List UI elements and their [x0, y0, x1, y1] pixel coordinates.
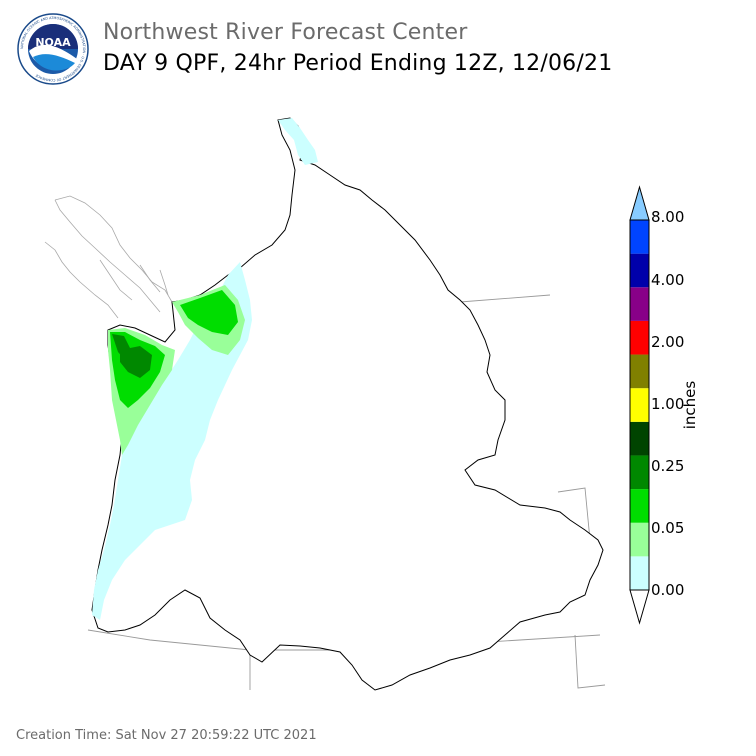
colorbar-cell: [630, 455, 649, 490]
colorbar-cell: [630, 220, 649, 254]
map-title: Northwest River Forecast Center: [103, 20, 468, 45]
colorbar-cell: [630, 489, 649, 523]
colorbar-units-label: inches: [681, 380, 699, 430]
logo-noaa-text: NOAA: [35, 36, 71, 49]
colorbar-cell: [630, 320, 649, 355]
colorbar-cell: [630, 421, 649, 456]
colorbar-tick-0: 0.00: [651, 581, 685, 599]
basin-outline: [91, 117, 604, 691]
colorbar-tick-4: 2.00: [651, 333, 685, 351]
map-subtitle: DAY 9 QPF, 24hr Period Ending 12Z, 12/06…: [103, 51, 613, 76]
or-nv-border: [87, 629, 601, 651]
colorbar-tick-1: 0.05: [651, 519, 685, 537]
qpf-area-1-00-north: [180, 290, 238, 335]
colorbar-cell: [630, 522, 649, 557]
qpf-area-0-05-west: [92, 262, 252, 620]
creation-time: Creation Time: Sat Nov 27 20:59:22 UTC 2…: [16, 728, 317, 743]
colorbar-cell-over: [629, 185, 650, 221]
colorbar-cell-under: [629, 589, 650, 625]
qpf-area-2-00-inland: [120, 346, 152, 378]
colorbar-cell: [630, 556, 649, 590]
colorbar-cell: [630, 354, 649, 389]
wy-ut-border: [574, 634, 606, 689]
colorbar-tick-2: 0.25: [651, 457, 685, 475]
colorbar-frame: [629, 219, 650, 591]
coastline-canada: [44, 195, 173, 319]
colorbar-cell: [630, 388, 649, 422]
legend-colorbar: [629, 185, 650, 625]
qpf-shading: [92, 118, 318, 620]
noaa-logo: NOAA NATIONAL OCEANIC AND ATMOSPHERIC AD…: [17, 13, 89, 85]
qpf-area-north: [278, 118, 318, 165]
colorbar-cells: [629, 185, 650, 625]
colorbar-tick-6: 8.00: [651, 208, 685, 226]
colorbar-tick-3: 1.00: [651, 395, 685, 413]
colorbar-tick-5: 4.00: [651, 271, 685, 289]
colorbar-cell: [630, 287, 649, 321]
colorbar-cell: [630, 253, 649, 288]
